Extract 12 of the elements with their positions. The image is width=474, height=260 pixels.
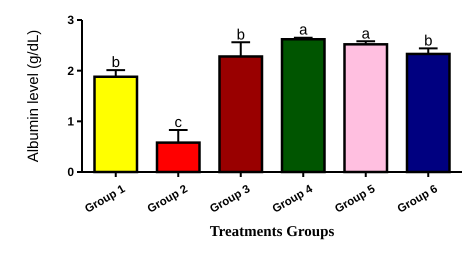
annotation: b xyxy=(236,26,245,44)
annotation: b xyxy=(112,54,120,72)
y-tick-label: 1 xyxy=(67,114,74,129)
x-axis-title: Treatments Groups xyxy=(210,224,334,240)
annotation: a xyxy=(362,25,371,42)
y-tick-label: 3 xyxy=(67,13,74,28)
y-tick-label: 0 xyxy=(67,165,74,180)
y-tick-label: 2 xyxy=(67,64,74,78)
annotation: b xyxy=(424,32,432,50)
annotation: c xyxy=(174,114,182,131)
y-axis-title: Albumin level (g/dL) xyxy=(25,30,42,162)
annotation: a xyxy=(299,22,308,39)
